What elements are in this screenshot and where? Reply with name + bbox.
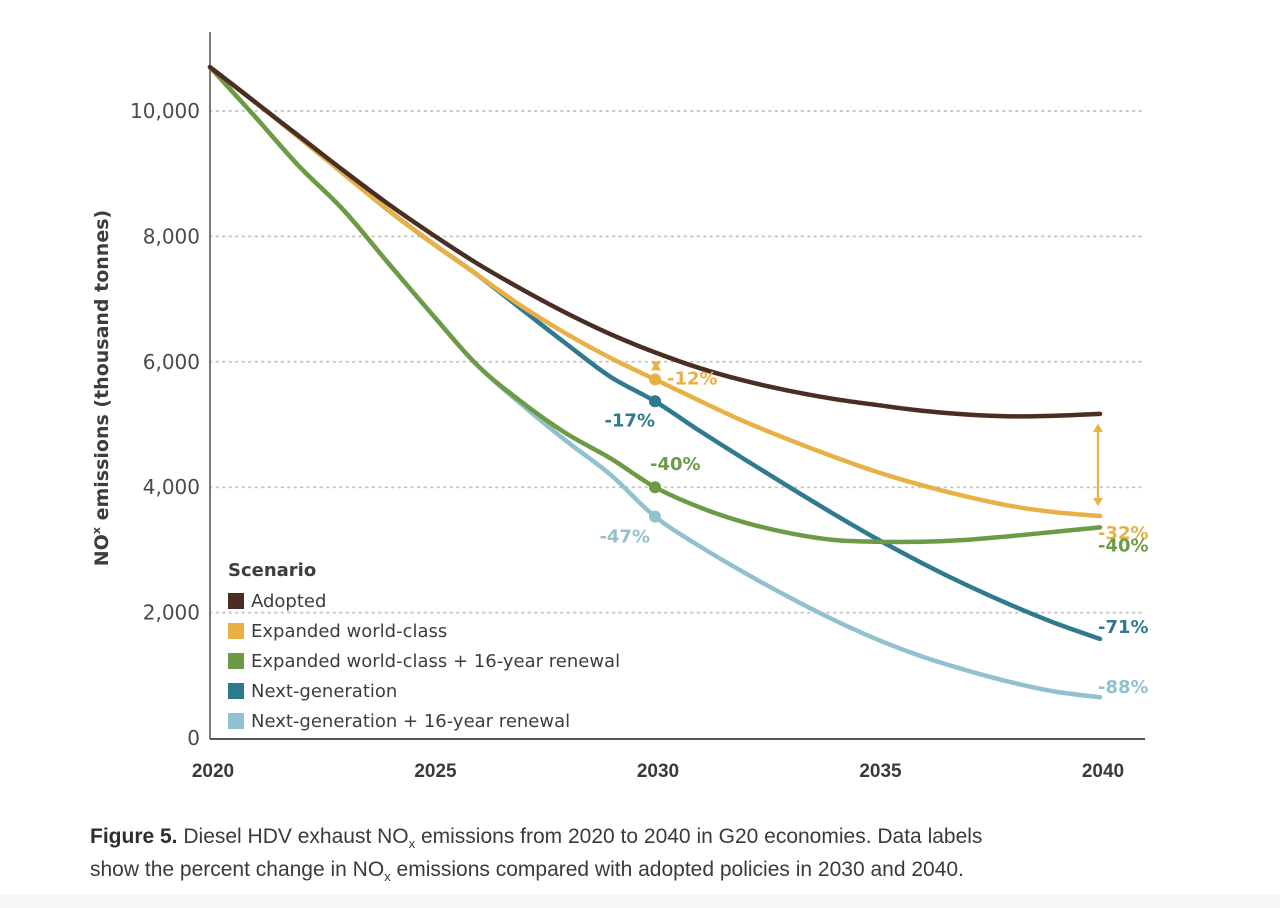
data-label: -12% <box>667 368 718 389</box>
caption-line-1: Figure 5. Diesel HDV exhaust NOx emissio… <box>90 825 983 851</box>
caption-line-2: show the percent change in NOx emissions… <box>90 858 964 884</box>
legend-item: Expanded world-class + 16-year renewal <box>228 651 620 672</box>
series-line-expanded-world-class <box>207 64 1103 519</box>
y-tick-label: 2,000 <box>143 601 200 625</box>
legend-label: Expanded world-class + 16-year renewal <box>251 651 620 672</box>
legend-item: Next-generation + 16-year renewal <box>228 711 570 732</box>
legend-swatch <box>228 593 244 609</box>
legend-item: Expanded world-class <box>228 621 447 642</box>
data-marker <box>649 395 661 408</box>
data-label: -71% <box>1098 617 1149 638</box>
data-label: -40% <box>650 454 701 475</box>
data-label: -17% <box>604 410 655 431</box>
data-label: -88% <box>1098 677 1149 698</box>
y-tick-label: 6,000 <box>143 350 200 374</box>
legend-label: Expanded world-class <box>251 621 447 642</box>
y-tick-label: 10,000 <box>130 99 200 123</box>
y-tick-label: 4,000 <box>143 475 200 499</box>
legend: Scenario Adopted Expanded world-class Expa… <box>228 560 620 732</box>
legend-label: Next-generation <box>251 681 397 702</box>
difference-arrow <box>1093 423 1103 507</box>
y-axis-label: NOx emissions (thousand tonnes) <box>90 210 113 566</box>
legend-item: Next-generation <box>228 681 397 702</box>
data-label: -47% <box>599 527 650 548</box>
legend-title: Scenario <box>228 560 316 581</box>
legend-swatch <box>228 653 244 669</box>
data-label: -32% <box>1098 523 1149 544</box>
data-labels: -12%-17%-40%-47% -32%-40%-71%-88% <box>599 368 1148 698</box>
x-axis-ticks: 2020 2025 2030 2035 2040 <box>192 761 1124 782</box>
series-line-adopted <box>207 64 1103 419</box>
nox-emissions-chart: 0 2,000 4,000 6,000 8,000 10,000 2020 2025 2030… <box>90 32 1149 782</box>
difference-arrow <box>651 361 661 371</box>
legend-swatch <box>228 713 244 729</box>
figure-caption: Figure 5. Diesel HDV exhaust NOx emissio… <box>90 820 1210 886</box>
data-marker <box>649 373 661 386</box>
x-tick-label: 2030 <box>637 761 679 782</box>
legend-swatch <box>228 623 244 639</box>
data-marker <box>649 481 661 494</box>
figure-label: Figure 5. <box>90 825 178 848</box>
y-tick-label: 8,000 <box>143 224 200 248</box>
x-tick-label: 2040 <box>1082 761 1124 782</box>
legend-item: Adopted <box>228 591 326 612</box>
difference-arrows <box>651 361 1103 507</box>
x-tick-label: 2025 <box>414 761 457 782</box>
page-bottom-strip <box>0 895 1280 908</box>
data-markers <box>649 373 661 523</box>
x-tick-label: 2035 <box>859 761 902 782</box>
legend-swatch <box>228 683 244 699</box>
axes <box>209 32 1145 740</box>
legend-label: Adopted <box>251 591 326 612</box>
y-tick-label: 0 <box>187 726 200 750</box>
data-marker <box>649 510 661 523</box>
series-line-expanded-world-class-16-year-renewal <box>207 64 1103 545</box>
data-label: -40% <box>1098 535 1149 556</box>
x-tick-label: 2020 <box>192 761 234 782</box>
y-axis-ticks: 0 2,000 4,000 6,000 8,000 10,000 <box>130 99 200 750</box>
legend-label: Next-generation + 16-year renewal <box>251 711 570 732</box>
